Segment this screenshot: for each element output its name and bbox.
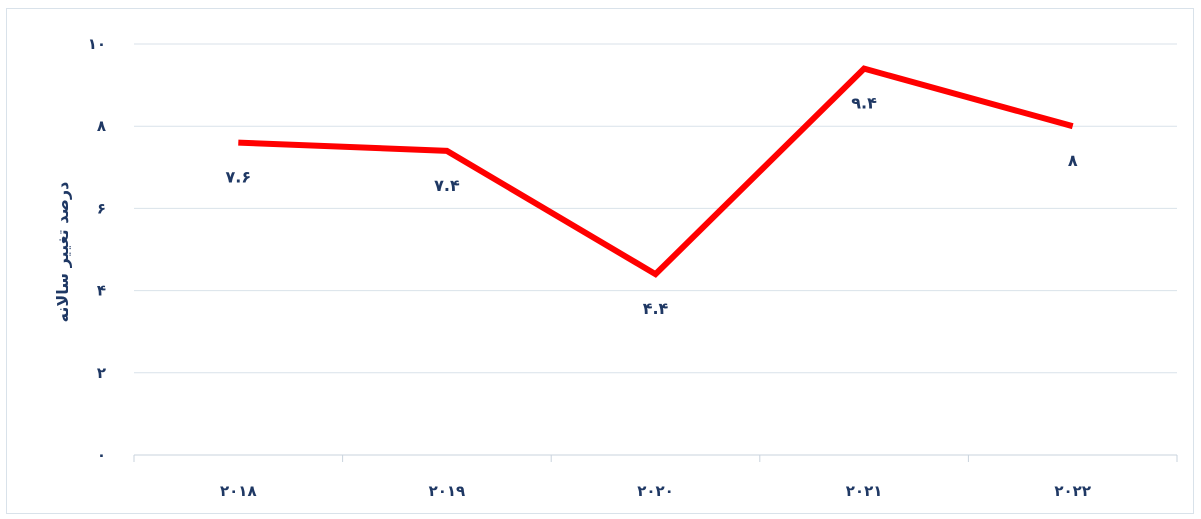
chart-frame — [6, 8, 1194, 514]
x-tick-label-4: ۲۰۲۲ — [1054, 482, 1091, 500]
data-label-0: ۷.۶ — [225, 168, 251, 187]
y-tick-label-2: ۲ — [97, 364, 106, 382]
data-label-3: ۹.۴ — [851, 94, 877, 113]
x-tick-label-2: ۲۰۲۰ — [637, 482, 674, 500]
data-label-4: ۸ — [1068, 151, 1078, 170]
y-axis-label: درصد تغییر سالانه — [53, 182, 72, 323]
data-label-2: ۴.۴ — [643, 299, 669, 318]
series-line-path — [238, 65, 1074, 278]
x-tick-label-1: ۲۰۱۹ — [429, 482, 466, 500]
y-tick-label-4: ۴ — [97, 282, 106, 300]
series-line — [238, 65, 1074, 278]
gridlines — [134, 43, 1177, 374]
data-labels: ۷.۶ ۷.۴ ۴.۴ ۹.۴ ۸ — [225, 94, 1077, 319]
data-label-1: ۷.۴ — [434, 176, 460, 195]
y-axis-ticks: ۰ ۲ ۴ ۶ ۸ ۱۰ — [88, 35, 106, 464]
y-tick-label-0: ۰ — [97, 446, 106, 464]
x-tick-label-3: ۲۰۲۱ — [846, 482, 883, 500]
y-tick-label-6: ۶ — [97, 199, 106, 217]
x-axis: ۲۰۱۸ ۲۰۱۹ ۲۰۲۰ ۲۰۲۱ ۲۰۲۲ — [133, 454, 1178, 500]
y-tick-label-8: ۸ — [97, 117, 106, 135]
x-tick-label-0: ۲۰۱۸ — [220, 482, 257, 500]
y-tick-label-10: ۱۰ — [88, 35, 106, 53]
